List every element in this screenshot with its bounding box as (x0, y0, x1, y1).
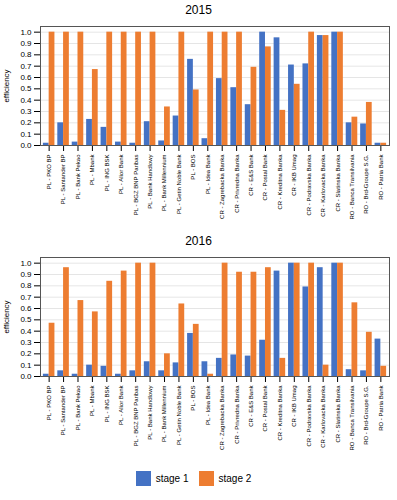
svg-text:1.0: 1.0 (20, 259, 32, 268)
svg-text:0.2: 0.2 (20, 349, 32, 358)
svg-text:PL - Mbank: PL - Mbank (89, 385, 95, 416)
svg-text:RO - Brd-Groupe S.G.: RO - Brd-Groupe S.G. (363, 154, 369, 214)
svg-text:PL - Bank Handlowy: PL - Bank Handlowy (147, 386, 153, 440)
svg-text:efficiency: efficiency (2, 300, 11, 333)
svg-text:RO - Banca Transilvania: RO - Banca Transilvania (349, 154, 355, 220)
svg-text:0.4: 0.4 (20, 96, 32, 105)
html-text:stage 2: stage 2 (218, 473, 252, 484)
svg-text:PL - ING BSK: PL - ING BSK (104, 155, 110, 192)
svg-text:0.7: 0.7 (20, 293, 32, 302)
svg-text:RO - Patria Bank: RO - Patria Bank (378, 385, 384, 431)
svg-text:0.4: 0.4 (20, 327, 32, 336)
svg-text:CR - Kreditna Banka: CR - Kreditna Banka (277, 154, 283, 210)
svg-text:PL - Bank Pekao: PL - Bank Pekao (75, 385, 81, 430)
svg-text:1.0: 1.0 (20, 28, 32, 37)
svg-text:0.0: 0.0 (20, 372, 32, 381)
svg-text:PL - Getin Noble Bank: PL - Getin Noble Bank (176, 154, 182, 214)
svg-text:0.8: 0.8 (20, 50, 32, 59)
svg-text:PL - PKO BP: PL - PKO BP (46, 155, 52, 190)
svg-text:PL - Bank Pekao: PL - Bank Pekao (75, 154, 81, 199)
html-text:2016: 2016 (185, 234, 212, 248)
svg-text:RO - Banca Transilvania: RO - Banca Transilvania (349, 385, 355, 451)
svg-text:RO - Brd-Groupe S.G.: RO - Brd-Groupe S.G. (363, 385, 369, 445)
svg-text:0.6: 0.6 (20, 304, 32, 313)
svg-text:0.9: 0.9 (20, 270, 32, 279)
html-text:2015: 2015 (185, 3, 212, 17)
svg-text:CR - Zagrebacka Banka: CR - Zagrebacka Banka (219, 385, 225, 450)
svg-text:PL - ING BSK: PL - ING BSK (104, 386, 110, 423)
svg-text:PL - Getin Noble Bank: PL - Getin Noble Bank (176, 385, 182, 445)
svg-text:CR - Privredna Banka: CR - Privredna Banka (234, 154, 240, 213)
svg-text:CR - Slatinska Banka: CR - Slatinska Banka (335, 385, 341, 443)
html-text:stage 1: stage 1 (155, 473, 189, 484)
svg-text:PL - Alior Bank: PL - Alior Bank (118, 385, 124, 425)
svg-text:0.3: 0.3 (20, 338, 32, 347)
svg-text:PL - PKO BP: PL - PKO BP (46, 386, 52, 421)
svg-text:0.8: 0.8 (20, 281, 32, 290)
svg-text:0.5: 0.5 (20, 315, 32, 324)
svg-text:PL - Santander BP: PL - Santander BP (60, 386, 66, 436)
svg-text:0.7: 0.7 (20, 62, 32, 71)
svg-text:CR - Karlovacka Banka: CR - Karlovacka Banka (320, 385, 326, 448)
svg-text:0.5: 0.5 (20, 84, 32, 93)
svg-text:0.3: 0.3 (20, 107, 32, 116)
svg-text:CR - Zagrebacka Banka: CR - Zagrebacka Banka (219, 154, 225, 219)
svg-text:CR - IKB Umag: CR - IKB Umag (291, 155, 297, 196)
svg-text:CR - Privredna Banka: CR - Privredna Banka (234, 385, 240, 444)
svg-text:PL - Bank Millennium: PL - Bank Millennium (161, 386, 167, 442)
svg-text:PL - Alior Bank: PL - Alior Bank (118, 154, 124, 194)
svg-text:PL - Idea Bank: PL - Idea Bank (205, 154, 211, 194)
svg-text:PL - Bank Handlowy: PL - Bank Handlowy (147, 155, 153, 209)
svg-text:0.2: 0.2 (20, 118, 32, 127)
svg-text:0.1: 0.1 (20, 361, 32, 370)
svg-text:CR - E&S Bank: CR - E&S Bank (248, 154, 254, 196)
svg-text:CR - Slatinska Banka: CR - Slatinska Banka (335, 154, 341, 212)
svg-text:0.1: 0.1 (20, 130, 32, 139)
svg-text:efficiency: efficiency (2, 69, 11, 102)
svg-text:CR - E&S Bank: CR - E&S Bank (248, 385, 254, 427)
svg-text:CR - Kreditna Banka: CR - Kreditna Banka (277, 385, 283, 441)
svg-text:RO - Patria Bank: RO - Patria Bank (378, 154, 384, 200)
svg-text:PL - Bank Millennium: PL - Bank Millennium (161, 155, 167, 211)
svg-text:CR - IKB Umag: CR - IKB Umag (291, 386, 297, 427)
svg-text:PL - BGZ BNP Paribas: PL - BGZ BNP Paribas (133, 155, 139, 216)
svg-text:PL - BGZ BNP Paribas: PL - BGZ BNP Paribas (133, 386, 139, 447)
svg-text:PL - BOS: PL - BOS (190, 386, 196, 411)
svg-text:PL - Santander BP: PL - Santander BP (60, 155, 66, 205)
svg-text:PL - BOS: PL - BOS (190, 155, 196, 180)
svg-text:CR - Postal Bank: CR - Postal Bank (262, 385, 268, 432)
svg-text:0.9: 0.9 (20, 39, 32, 48)
svg-text:CR - Podravska Banka: CR - Podravska Banka (306, 385, 312, 447)
svg-text:PL - Mbank: PL - Mbank (89, 154, 95, 185)
svg-text:CR - Podravska Banka: CR - Podravska Banka (306, 154, 312, 216)
svg-text:0.6: 0.6 (20, 73, 32, 82)
svg-text:0.0: 0.0 (20, 141, 32, 150)
svg-text:PL - Idea Bank: PL - Idea Bank (205, 385, 211, 425)
svg-text:CR - Postal Bank: CR - Postal Bank (262, 154, 268, 201)
svg-text:CR - Karlovacka Banka: CR - Karlovacka Banka (320, 154, 326, 217)
